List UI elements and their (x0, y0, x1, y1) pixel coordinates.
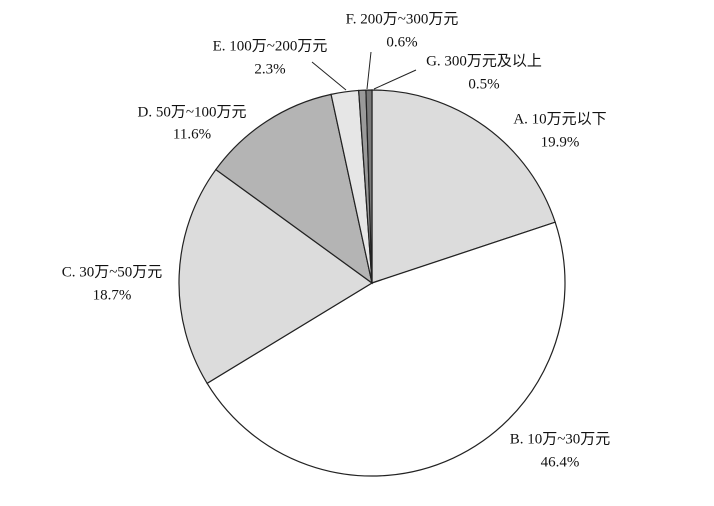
slice-label: C. 30万~50万元 (62, 264, 163, 280)
slice-value-label: 0.6% (386, 34, 417, 50)
slice-value-label: 46.4% (541, 454, 580, 470)
slice-label: D. 50万~100万元 (138, 104, 247, 120)
leader-line (311, 61, 347, 91)
slice-value-label: 0.5% (468, 76, 499, 92)
slice-label: B. 10万~30万元 (510, 431, 611, 447)
slice-label: G. 300万元及以上 (426, 52, 542, 69)
leader-line (366, 51, 372, 90)
slice-value-label: 2.3% (254, 61, 285, 77)
pie-slice (178, 168, 374, 385)
pie-slice (206, 221, 566, 477)
slice-value-label: 11.6% (173, 126, 211, 142)
pie-slice (215, 93, 373, 285)
slice-value-label: 18.7% (93, 287, 132, 303)
leader-line (373, 69, 417, 90)
pie-slice (371, 89, 556, 284)
pie-slice (365, 89, 373, 284)
slice-value-label: 19.9% (541, 134, 580, 150)
slice-label: A. 10万元以下 (513, 111, 606, 127)
slice-label: F. 200万~300万元 (346, 11, 459, 27)
slice-label: E. 100万~200万元 (213, 38, 328, 54)
